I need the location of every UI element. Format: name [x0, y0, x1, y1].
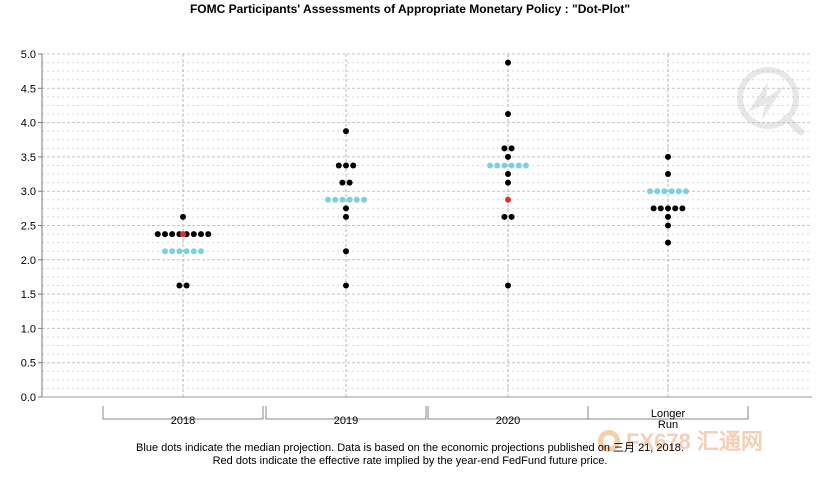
y-tick-label: 3.0	[21, 186, 36, 198]
participant-dot	[505, 153, 511, 160]
participant-dot	[343, 162, 349, 169]
participant-dot	[679, 205, 686, 212]
participant-dot	[501, 145, 508, 152]
median-dot	[508, 162, 515, 169]
grid-layer	[42, 53, 812, 398]
participant-dot	[154, 231, 161, 238]
median-dot	[487, 162, 493, 169]
median-dot	[661, 188, 668, 195]
median-dot	[668, 188, 675, 195]
participant-dot	[335, 162, 342, 169]
participant-dot	[343, 282, 349, 289]
participant-dot	[205, 231, 212, 238]
watermark: FX678 汇通网	[598, 429, 763, 454]
participant-dot	[505, 282, 511, 289]
y-tick-label: 4.5	[21, 83, 36, 95]
y-tick-label: 4.0	[21, 118, 36, 130]
median-dot	[361, 196, 367, 203]
participant-dot	[183, 282, 190, 289]
participant-dot	[672, 205, 679, 212]
category-bracket	[102, 406, 264, 420]
fed-funds-implied-dot	[505, 196, 511, 203]
participant-dot	[505, 179, 511, 186]
median-dot	[346, 196, 353, 203]
participant-dot	[508, 145, 515, 152]
x-tick-label: 2019	[334, 415, 358, 427]
median-dot	[162, 248, 168, 255]
participant-dot	[657, 205, 664, 212]
median-dot	[647, 188, 653, 195]
dot-layer	[154, 59, 689, 289]
participant-dot	[180, 213, 186, 220]
median-dot	[675, 188, 682, 195]
axis-layer: 0.0 0.5 1.0 1.5 2.0 2.5 3.0 3.5 4.0 4.5 5.0	[21, 49, 812, 404]
median-dot	[198, 248, 204, 255]
footnote-line-1: Blue dots indicate the median projection…	[136, 442, 684, 454]
category-bracket	[587, 406, 749, 420]
median-dot	[176, 248, 183, 255]
participant-dot	[343, 205, 349, 212]
median-dot	[494, 162, 501, 169]
fx678-logo-icon	[598, 430, 620, 452]
participant-dot	[505, 171, 511, 178]
participant-dot	[176, 282, 183, 289]
category-bracket	[265, 406, 427, 420]
y-tick-label: 1.0	[21, 323, 36, 335]
participant-dot	[505, 59, 511, 66]
participant-dot	[665, 239, 671, 246]
median-dot	[339, 196, 346, 203]
participant-dot	[665, 205, 671, 212]
median-dot	[183, 248, 190, 255]
median-dot	[325, 196, 331, 203]
footnote: Blue dots indicate the median projection…	[0, 442, 820, 468]
chart-title: FOMC Participants' Assessments of Approp…	[189, 2, 631, 16]
participant-dot	[346, 179, 353, 186]
median-dot	[683, 188, 689, 195]
lightning-magnifier-icon	[737, 67, 805, 136]
participant-dot	[650, 205, 657, 212]
y-tick-label: 2.5	[21, 221, 36, 233]
participant-dot	[665, 153, 671, 160]
median-dot	[501, 162, 508, 169]
y-tick-label: 0.0	[21, 392, 36, 404]
participant-dot	[339, 179, 346, 186]
median-dot	[353, 196, 360, 203]
y-tick-label: 2.0	[21, 255, 36, 267]
footnote-line-2: Red dots indicate the effective rate imp…	[212, 455, 608, 467]
participant-dot	[508, 213, 515, 220]
x-tick-label: 2020	[496, 415, 520, 427]
median-dot	[654, 188, 661, 195]
participant-dot	[505, 111, 511, 118]
watermark-text: FX678 汇通网	[626, 429, 763, 454]
median-dot	[523, 162, 529, 169]
fed-funds-implied-dot	[180, 231, 186, 238]
x-tick-label: 2018	[171, 415, 195, 427]
median-dot	[190, 248, 197, 255]
y-tick-label: 1.5	[21, 289, 36, 301]
median-dot	[169, 248, 176, 255]
median-dot	[332, 196, 339, 203]
participant-dot	[501, 213, 508, 220]
median-dot	[515, 162, 522, 169]
participant-dot	[198, 231, 204, 238]
participant-dot	[665, 222, 671, 229]
participant-dot	[190, 231, 197, 238]
participant-dot	[169, 231, 176, 238]
y-tick-label: 0.5	[21, 358, 36, 370]
participant-dot	[343, 128, 349, 135]
participant-dot	[350, 162, 357, 169]
participant-dot	[665, 213, 671, 220]
participant-dot	[665, 171, 671, 178]
participant-dot	[162, 231, 168, 238]
participant-dot	[343, 248, 349, 255]
x-tick-label: Run	[658, 419, 678, 431]
y-tick-label: 5.0	[21, 49, 36, 61]
x-tick-label: Longer	[651, 408, 686, 420]
participant-dot	[343, 213, 349, 220]
y-tick-label: 3.5	[21, 152, 36, 164]
